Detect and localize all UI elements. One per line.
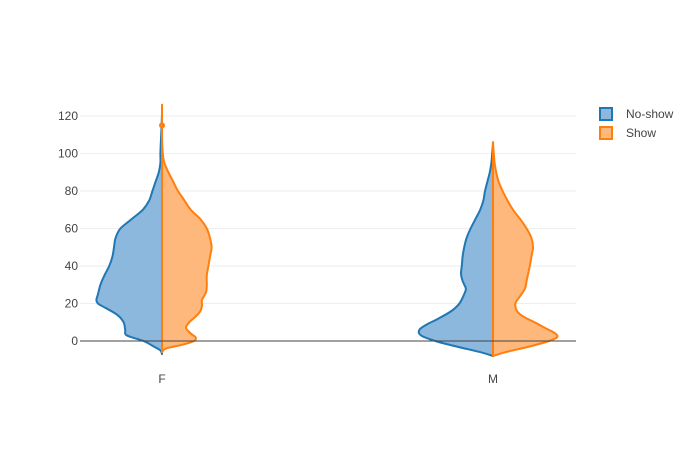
legend-item-show[interactable]: Show — [599, 126, 656, 140]
y-tick-label: 40 — [65, 259, 79, 273]
y-tick-label: 60 — [65, 222, 79, 236]
y-tick-label: 100 — [58, 147, 78, 161]
legend-swatch — [599, 126, 613, 140]
legend-label: No-show — [626, 107, 674, 121]
y-tick-label: 20 — [65, 297, 79, 311]
legend-item-no-show[interactable]: No-show — [599, 107, 674, 121]
legend-swatch — [599, 107, 613, 121]
violin-no-show-m[interactable] — [417, 141, 494, 357]
x-tick-label: F — [158, 372, 165, 386]
violin-show-m[interactable] — [492, 141, 559, 357]
legend[interactable]: No-show Show — [599, 107, 674, 140]
outlier-point[interactable] — [159, 122, 165, 129]
axes: 0 20 40 60 80 100 120 F M — [58, 109, 576, 386]
y-tick-label: 80 — [65, 184, 79, 198]
violins — [95, 103, 559, 357]
legend-label: Show — [626, 126, 656, 140]
x-tick-label: M — [488, 372, 498, 386]
y-tick-label: 120 — [58, 109, 78, 123]
y-tick-label: 0 — [71, 334, 78, 348]
violin-no-show-f[interactable] — [95, 113, 163, 356]
violin-show-f[interactable] — [160, 103, 213, 354]
